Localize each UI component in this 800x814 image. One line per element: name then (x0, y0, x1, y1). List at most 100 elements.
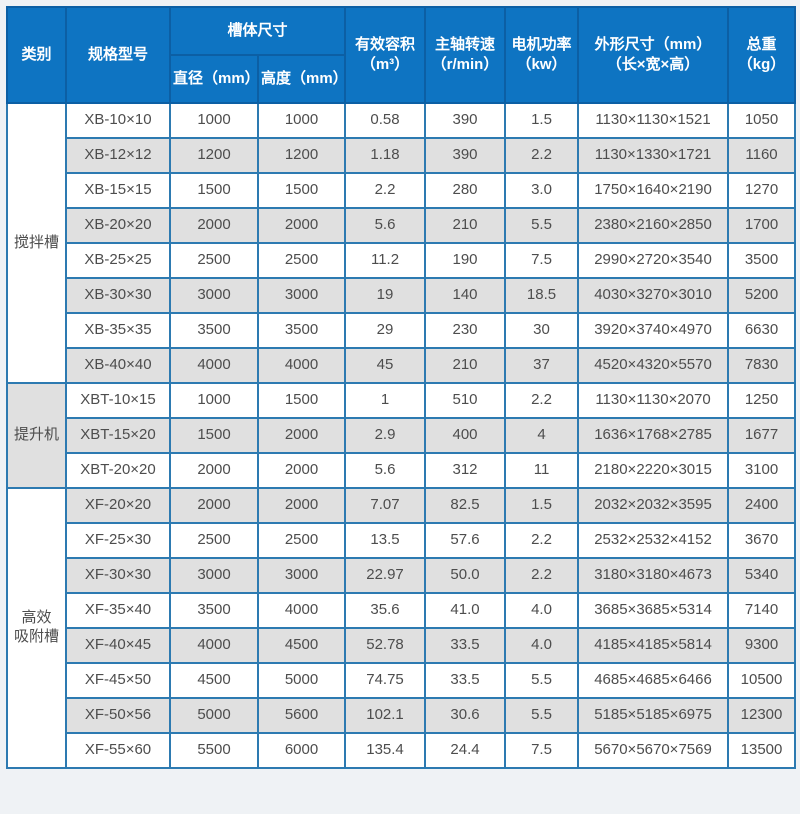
table-row: 高效 吸附槽 XF-20×20 2000 2000 7.07 82.5 1.5 2… (6, 487, 797, 769)
power-cell: 5.5 (504, 697, 580, 734)
volume-cell: 102.1 (344, 697, 427, 734)
table-row: XB-35×35 3500 3500 29 230 30 3920×3740×4… (7, 312, 797, 349)
diameter-cell: 1500 (169, 172, 259, 209)
speed-cell: 312 (424, 452, 507, 489)
diameter-cell: 3500 (169, 592, 259, 629)
height-cell: 5600 (256, 697, 347, 734)
diameter-cell: 5500 (169, 732, 259, 769)
col-header-model: 规格型号 (65, 6, 171, 104)
dims-cell: 2380×2160×2850 (577, 207, 730, 244)
power-cell: 18.5 (504, 277, 580, 314)
model-cell: XBT-15×20 (65, 417, 171, 454)
volume-cell: 11.2 (344, 242, 427, 279)
model-cell: XB-15×15 (65, 172, 171, 209)
table-row: XB-20×20 2000 2000 5.6 210 5.5 2380×2160… (7, 207, 797, 244)
height-cell: 1000 (256, 102, 347, 139)
speed-cell: 50.0 (424, 557, 507, 594)
speed-cell: 41.0 (424, 592, 507, 629)
diameter-cell: 2000 (169, 487, 259, 524)
diameter-cell: 3000 (169, 277, 259, 314)
weight-cell: 5340 (727, 557, 797, 594)
diameter-cell: 4000 (169, 627, 259, 664)
weight-cell: 1270 (727, 172, 797, 209)
col-header-category: 类别 (6, 6, 67, 104)
speed-cell: 210 (424, 207, 507, 244)
weight-cell: 7140 (727, 592, 797, 629)
dims-cell: 1750×1640×2190 (577, 172, 730, 209)
weight-cell: 1160 (727, 137, 797, 174)
power-cell: 2.2 (504, 382, 580, 419)
height-cell: 2000 (256, 207, 347, 244)
dims-cell: 2180×2220×3015 (577, 452, 730, 489)
table-body: 搅拌槽 XB-10×10 1000 1000 0.58 390 1.5 1130×… (6, 102, 797, 769)
power-cell: 4.0 (504, 592, 580, 629)
diameter-cell: 2500 (169, 522, 259, 559)
power-cell: 2.2 (504, 557, 580, 594)
speed-cell: 210 (424, 347, 507, 384)
table-row: XF-40×45 4000 4500 52.78 33.5 4.0 4185×4… (7, 627, 797, 664)
table-row: XBT-15×20 1500 2000 2.9 400 4 1636×1768×… (7, 417, 797, 454)
power-cell: 5.5 (504, 207, 580, 244)
height-cell: 4500 (256, 627, 347, 664)
diameter-cell: 2000 (169, 207, 259, 244)
dims-cell: 1130×1330×1721 (577, 137, 730, 174)
dims-cell: 3685×3685×5314 (577, 592, 730, 629)
height-cell: 3000 (256, 557, 347, 594)
dims-cell: 4185×4185×5814 (577, 627, 730, 664)
model-cell: XF-40×45 (65, 627, 171, 664)
volume-cell: 5.6 (344, 207, 427, 244)
dims-cell: 1130×1130×2070 (577, 382, 730, 419)
table-row: XF-50×56 5000 5600 102.1 30.6 5.5 5185×5… (7, 697, 797, 734)
dims-cell: 2032×2032×3595 (577, 487, 730, 524)
volume-cell: 19 (344, 277, 427, 314)
model-cell: XB-35×35 (65, 312, 171, 349)
diameter-cell: 1000 (169, 382, 259, 419)
speed-cell: 33.5 (424, 627, 507, 664)
power-cell: 4 (504, 417, 580, 454)
weight-cell: 6630 (727, 312, 797, 349)
power-cell: 3.0 (504, 172, 580, 209)
diameter-cell: 4000 (169, 347, 259, 384)
weight-cell: 7830 (727, 347, 797, 384)
speed-cell: 510 (424, 382, 507, 419)
weight-cell: 2400 (727, 487, 797, 524)
model-cell: XBT-10×15 (65, 382, 171, 419)
weight-cell: 9300 (727, 627, 797, 664)
model-cell: XF-55×60 (65, 732, 171, 769)
col-header-volume: 有效容积 （m³） (344, 6, 427, 104)
power-cell: 5.5 (504, 662, 580, 699)
height-cell: 1200 (256, 137, 347, 174)
height-cell: 5000 (256, 662, 347, 699)
model-cell: XF-25×30 (65, 522, 171, 559)
model-cell: XF-30×30 (65, 557, 171, 594)
volume-cell: 135.4 (344, 732, 427, 769)
table-row: XBT-20×20 2000 2000 5.6 312 11 2180×2220… (7, 452, 797, 489)
weight-cell: 1700 (727, 207, 797, 244)
model-cell: XB-10×10 (65, 102, 171, 139)
table-row: XB-40×40 4000 4000 45 210 37 4520×4320×5… (7, 347, 797, 384)
height-cell: 1500 (256, 172, 347, 209)
volume-cell: 74.75 (344, 662, 427, 699)
speed-cell: 30.6 (424, 697, 507, 734)
weight-cell: 3500 (727, 242, 797, 279)
speed-cell: 24.4 (424, 732, 507, 769)
dims-cell: 4030×3270×3010 (577, 277, 730, 314)
category-cell: 搅拌槽 (6, 102, 67, 384)
weight-cell: 10500 (727, 662, 797, 699)
table-row: XF-30×30 3000 3000 22.97 50.0 2.2 3180×3… (7, 557, 797, 594)
dims-cell: 4520×4320×5570 (577, 347, 730, 384)
table-row: XB-30×30 3000 3000 19 140 18.5 4030×3270… (7, 277, 797, 314)
col-header-dims: 外形尺寸（mm） （长×宽×高） (577, 6, 730, 104)
table-row: XF-55×60 5500 6000 135.4 24.4 7.5 5670×5… (7, 732, 797, 769)
power-cell: 2.2 (504, 522, 580, 559)
speed-cell: 230 (424, 312, 507, 349)
volume-cell: 2.9 (344, 417, 427, 454)
power-cell: 7.5 (504, 242, 580, 279)
model-cell: XB-20×20 (65, 207, 171, 244)
col-header-speed: 主轴转速 （r/min） (424, 6, 507, 104)
category-cell: 高效 吸附槽 (6, 487, 67, 769)
height-cell: 4000 (256, 592, 347, 629)
volume-cell: 7.07 (344, 487, 427, 524)
dims-cell: 3920×3740×4970 (577, 312, 730, 349)
height-cell: 1500 (256, 382, 347, 419)
